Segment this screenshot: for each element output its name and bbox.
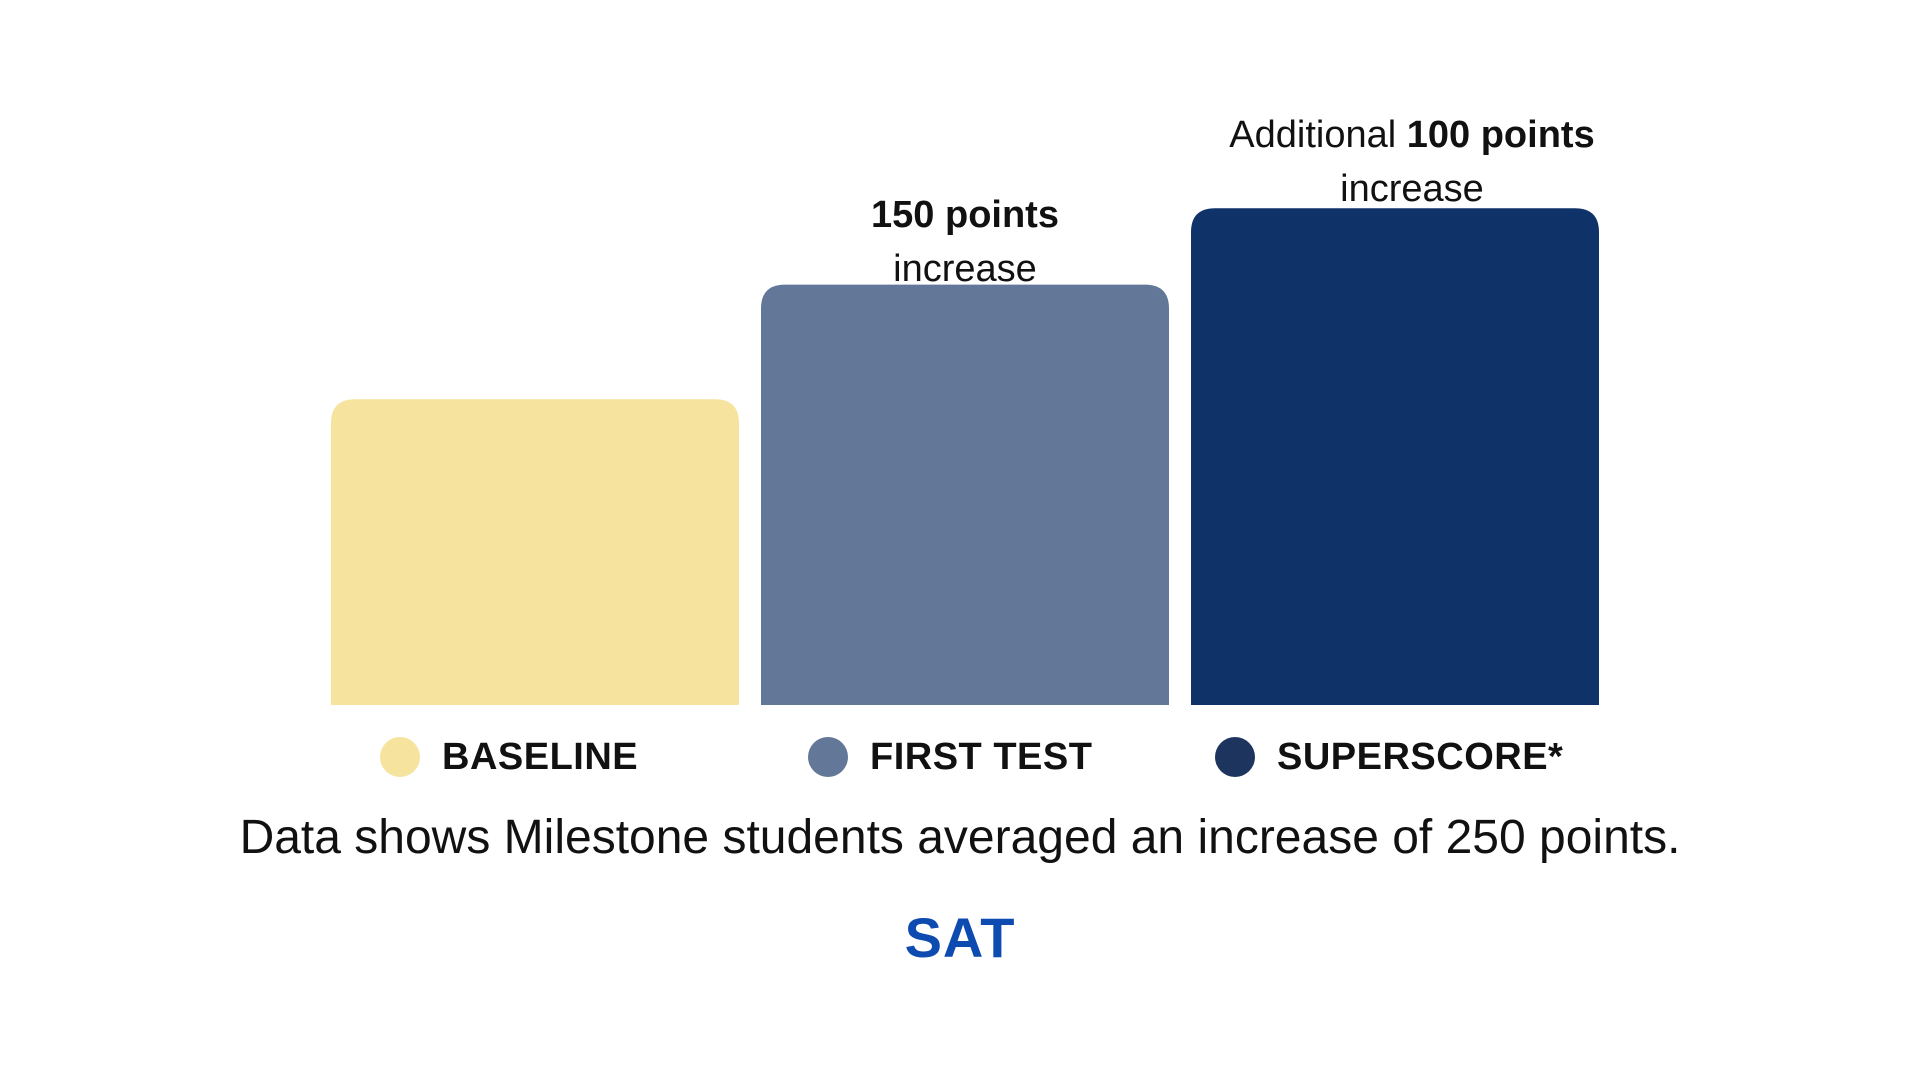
legend-dot-first-test (808, 737, 848, 777)
annotation-superscore: Additional 100 points increase (1229, 108, 1594, 216)
legend-item-baseline: BASELINE (380, 736, 638, 778)
legend-label-baseline: BASELINE (442, 735, 639, 778)
footnote: Data shows Milestone students averaged a… (239, 811, 1681, 864)
annotation-first-test-suffix: increase (893, 248, 1037, 290)
brand-logo: SAT (904, 906, 1016, 969)
legend-label-first-test: FIRST TEST (870, 735, 1093, 778)
legend-dot-superscore (1215, 737, 1255, 777)
legend-item-first-test: FIRST TEST (808, 736, 1092, 778)
bar-first-test (761, 284, 1169, 705)
bar-baseline (331, 399, 739, 705)
annotation-superscore-prefix: Additional (1229, 114, 1407, 156)
legend-item-superscore: SUPERSCORE* (1215, 736, 1563, 778)
legend-label-superscore: SUPERSCORE* (1277, 735, 1564, 778)
annotation-superscore-bold: 100 points (1406, 114, 1595, 156)
annotation-first-test: 150 points increase (871, 188, 1059, 296)
annotation-superscore-suffix: increase (1340, 168, 1484, 210)
bar-superscore (1191, 208, 1599, 705)
legend-dot-baseline (380, 737, 420, 777)
annotation-first-test-bold: 150 points (871, 194, 1059, 236)
